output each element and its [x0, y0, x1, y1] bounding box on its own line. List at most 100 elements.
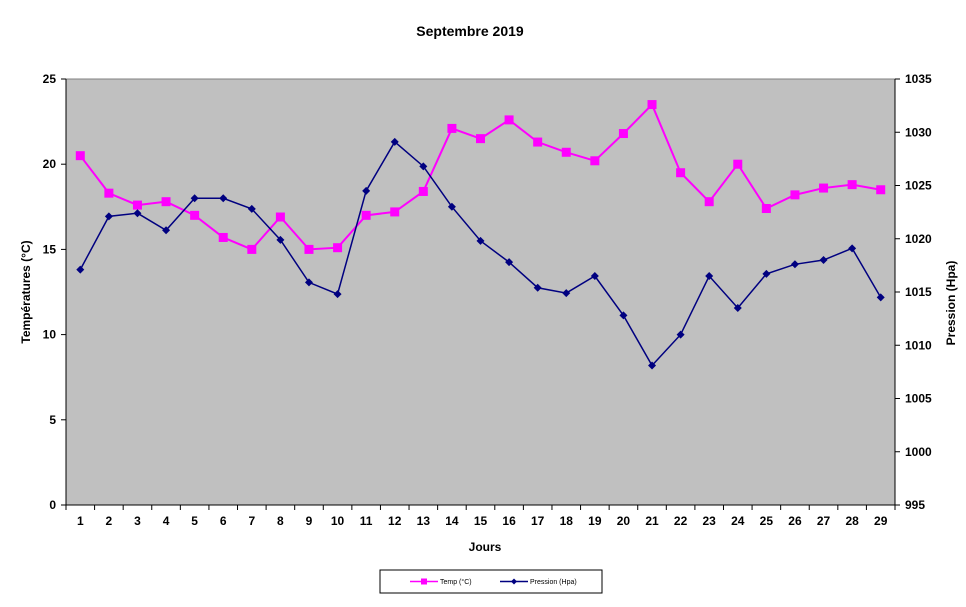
- x-tick-label: 27: [817, 514, 831, 528]
- data-point: [619, 311, 628, 320]
- x-tick-label: 29: [874, 514, 888, 528]
- y-right-tick-label: 995: [905, 498, 925, 512]
- legend-item: Pression (Hpa): [500, 578, 577, 586]
- data-point: [590, 156, 600, 166]
- x-tick-label: 14: [445, 514, 459, 528]
- data-point: [647, 100, 657, 110]
- plot-area: [65, 78, 896, 506]
- series-2: [76, 137, 885, 370]
- data-point: [876, 185, 886, 195]
- legend-item: Temp (°C): [410, 578, 472, 586]
- y-right-tick-label: 1010: [905, 338, 932, 352]
- data-point: [161, 197, 171, 207]
- data-point: [304, 278, 313, 287]
- y-left-tick-label: 15: [43, 242, 57, 256]
- x-tick-label: 6: [220, 514, 227, 528]
- data-point: [190, 194, 199, 203]
- x-tick-label: 10: [331, 514, 345, 528]
- data-point: [790, 190, 800, 200]
- x-axis-title: Jours: [469, 540, 502, 554]
- data-point: [876, 293, 885, 302]
- chart-title: Septembre 2019: [416, 23, 524, 39]
- x-tick-label: 25: [760, 514, 774, 528]
- x-tick-label: 21: [645, 514, 659, 528]
- x-tick-label: 28: [845, 514, 859, 528]
- data-point: [505, 258, 514, 267]
- x-tick-label: 13: [417, 514, 431, 528]
- data-point: [476, 236, 485, 245]
- data-point: [476, 134, 485, 144]
- data-point: [75, 151, 85, 161]
- data-point: [819, 183, 829, 193]
- data-point: [676, 168, 686, 178]
- y-left-tick-label: 25: [43, 72, 57, 86]
- y-right-tick-label: 1020: [905, 232, 932, 246]
- data-point: [162, 226, 171, 235]
- axes: 0510152025995100010051010101510201025103…: [43, 72, 932, 528]
- data-point: [590, 272, 599, 281]
- data-point: [618, 129, 628, 139]
- data-point: [362, 186, 371, 195]
- data-point: [361, 210, 371, 220]
- x-tick-label: 22: [674, 514, 688, 528]
- data-point: [104, 188, 114, 198]
- data-point: [533, 137, 543, 147]
- x-tick-label: 20: [617, 514, 631, 528]
- y-left-axis-title: Températures (°C): [19, 240, 33, 343]
- data-point: [333, 290, 342, 299]
- x-tick-label: 26: [788, 514, 802, 528]
- data-point: [733, 303, 742, 312]
- x-tick-label: 8: [277, 514, 284, 528]
- data-point: [648, 361, 657, 370]
- data-point: [390, 137, 399, 146]
- data-point: [676, 330, 685, 339]
- y-left-tick-label: 5: [49, 413, 56, 427]
- data-point: [247, 244, 257, 254]
- series-1: [75, 100, 886, 254]
- data-point: [418, 186, 428, 196]
- data-point: [561, 147, 571, 157]
- data-point: [276, 235, 285, 244]
- x-tick-label: 16: [502, 514, 516, 528]
- x-tick-label: 7: [248, 514, 255, 528]
- data-point: [218, 232, 228, 242]
- y-right-tick-label: 1030: [905, 125, 932, 139]
- x-tick-label: 17: [531, 514, 545, 528]
- legend: Temp (°C) Pression (Hpa): [379, 569, 603, 594]
- data-point: [704, 197, 714, 207]
- y-right-tick-label: 1005: [905, 392, 932, 406]
- series-layer: [75, 100, 886, 370]
- legend-swatch-marker: [421, 578, 427, 585]
- y-left-tick-label: 20: [43, 157, 57, 171]
- data-point: [733, 159, 743, 169]
- legend-label: Temp (°C): [440, 578, 472, 586]
- data-point: [333, 243, 343, 253]
- x-tick-label: 19: [588, 514, 602, 528]
- data-point: [133, 209, 142, 218]
- x-tick-label: 24: [731, 514, 745, 528]
- x-tick-label: 9: [306, 514, 313, 528]
- data-point: [562, 289, 571, 298]
- x-tick-label: 2: [106, 514, 113, 528]
- data-point: [504, 115, 514, 125]
- data-point: [847, 180, 857, 190]
- data-point: [762, 269, 771, 278]
- data-point: [790, 260, 799, 269]
- x-tick-label: 23: [703, 514, 717, 528]
- legend-swatch-marker: [511, 578, 517, 585]
- data-point: [390, 207, 400, 217]
- y-right-tick-label: 1000: [905, 445, 932, 459]
- data-point: [247, 204, 256, 213]
- x-tick-label: 12: [388, 514, 402, 528]
- data-point: [304, 244, 314, 254]
- data-point: [219, 194, 228, 203]
- y-right-tick-label: 1035: [905, 72, 932, 86]
- data-point: [76, 265, 85, 274]
- data-point: [705, 272, 714, 281]
- data-point: [447, 123, 457, 133]
- x-tick-label: 18: [560, 514, 574, 528]
- data-point: [848, 244, 857, 253]
- y-right-tick-label: 1025: [905, 179, 932, 193]
